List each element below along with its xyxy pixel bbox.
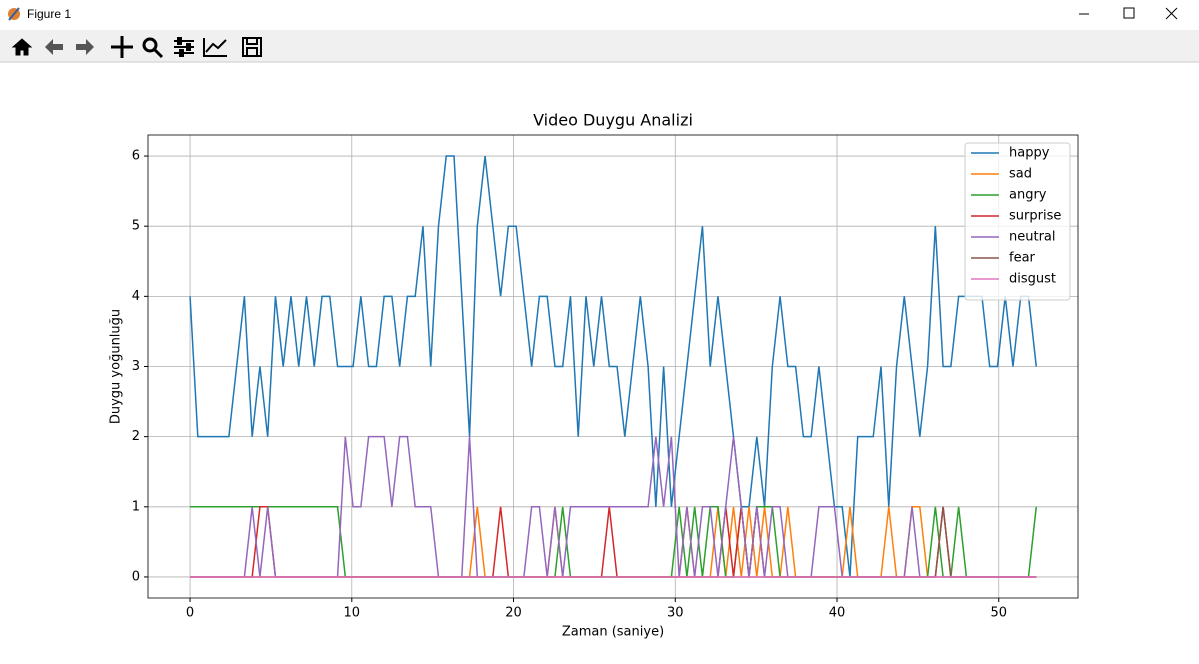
x-tick-label: 50 (990, 606, 1007, 621)
legend-label: fear (1009, 251, 1036, 266)
toolbar (0, 30, 1199, 62)
close-button[interactable] (1165, 7, 1178, 20)
y-tick-label: 4 (132, 289, 140, 304)
legend-label: sad (1009, 167, 1032, 182)
configure-button[interactable] (174, 37, 194, 57)
legend-box (964, 142, 1071, 301)
x-tick-label: 0 (186, 606, 194, 621)
app-icon (8, 7, 20, 21)
y-tick-label: 6 (132, 149, 140, 164)
y-tick-label: 2 (132, 429, 140, 444)
legend-label: happy (1009, 146, 1050, 161)
data-line (189, 155, 1038, 578)
legend-label: neutral (1009, 230, 1056, 245)
window-title: Figure 1 (27, 7, 71, 21)
legend-label: angry (1009, 188, 1047, 203)
chart: Video Duygu Analizi Zaman (saniye) Duygu y… (109, 111, 1079, 640)
pan-button[interactable] (111, 36, 133, 58)
maximize-button[interactable] (1123, 7, 1135, 19)
edit-axes-button[interactable] (203, 38, 227, 57)
x-tick-label: 30 (667, 606, 684, 621)
legend: happy sad angry surprise neutral fear disgust (964, 142, 1071, 301)
x-tick-label: 20 (505, 606, 522, 621)
forward-button[interactable] (76, 39, 94, 55)
plot-frame (147, 134, 1079, 599)
legend-label: disgust (1009, 272, 1056, 287)
y-tick-label: 1 (132, 499, 140, 514)
save-button[interactable] (242, 37, 262, 57)
back-button[interactable] (45, 39, 63, 55)
y-tick-label: 5 (132, 219, 140, 234)
chart-title: Video Duygu Analizi (533, 111, 693, 130)
data-line (190, 506, 1037, 578)
y-tick-label: 0 (132, 569, 140, 584)
legend-label: surprise (1009, 209, 1061, 224)
x-tick-label: 10 (344, 606, 361, 621)
home-button[interactable] (11, 38, 33, 56)
x-tick-label: 40 (829, 606, 846, 621)
y-axis-label: Duygu yoğunluğu (109, 309, 124, 424)
title-bar (0, 0, 1199, 30)
y-tick-label: 3 (132, 359, 140, 374)
x-axis-label: Zaman (saniye) (562, 625, 664, 640)
zoom-button[interactable] (142, 37, 164, 59)
